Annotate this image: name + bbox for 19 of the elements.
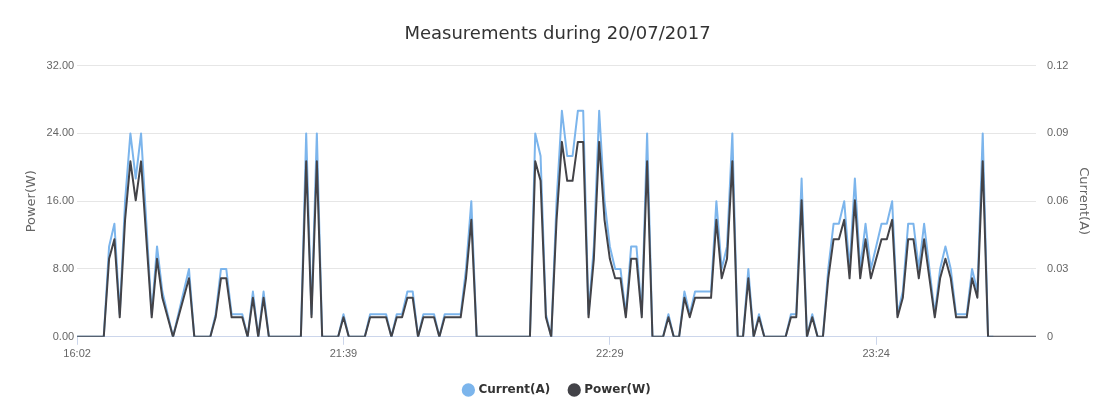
chart-title: Measurements during 20/07/2017 (404, 22, 711, 44)
y2-tick-label: 0.09 (1046, 126, 1069, 139)
y2-tick-label: 0 (1046, 329, 1054, 342)
x-tick-label: 21:39 (329, 347, 358, 360)
y-axis-title: Power(W) (23, 170, 39, 233)
y-tick-label: 16.00 (46, 194, 75, 207)
y-tick-label: 0.00 (52, 329, 75, 342)
x-tick-label: 23:24 (862, 347, 890, 360)
y-tick-label: 24.00 (46, 126, 75, 139)
x-tick-label: 16:02 (63, 347, 91, 360)
x-tick-label: 22:29 (596, 347, 624, 360)
legend-label: Power(W) (584, 382, 651, 397)
y-tick-label: 32.00 (46, 58, 75, 71)
y2-axis-title: Current(A) (1076, 167, 1092, 236)
y2-tick-label: 0.12 (1046, 58, 1069, 71)
y-tick-label: 8.00 (52, 262, 75, 275)
legend-label: Current(A) (478, 382, 551, 397)
y2-tick-label: 0.03 (1046, 262, 1069, 275)
y2-tick-label: 0.06 (1046, 194, 1069, 207)
